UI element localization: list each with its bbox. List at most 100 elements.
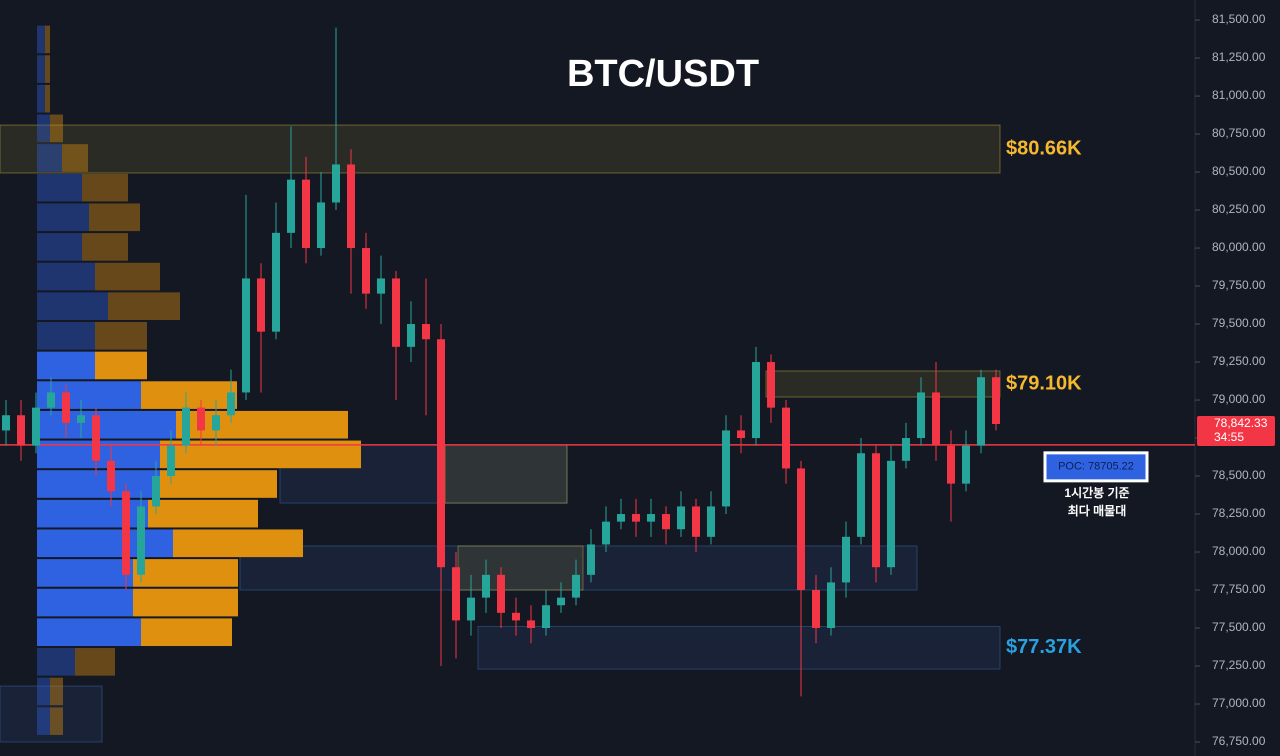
candle [452,552,460,659]
profile-buy [37,262,95,291]
candle [2,400,10,446]
profile-buy [37,233,82,261]
candle-body [917,392,925,439]
candle [887,445,895,575]
candle-body [437,339,445,568]
profile-buy [37,470,160,498]
candle-body [227,392,235,416]
candle [167,430,175,484]
candle-body [107,460,115,492]
profile-sell [62,144,88,172]
annotation: 1시간봉 기준 [1064,485,1129,500]
candle-body [527,620,535,629]
candle [122,483,130,591]
profile-buy [37,173,82,202]
candle [362,232,370,309]
candle [947,430,955,522]
profile-buy [37,84,45,113]
candle [722,415,730,515]
profile-buy [37,292,108,321]
profile-buy [37,677,50,706]
candle-body [707,506,715,537]
candle-body [467,597,475,621]
annotation: 최다 매물대 [1068,503,1127,518]
candle [512,597,520,636]
y-tick-label: 78,250.00 [1212,506,1266,520]
candle [677,491,685,537]
candle [302,156,310,264]
candle-body [167,445,175,477]
y-tick-label: 81,250.00 [1212,50,1266,64]
profile-sell [95,351,147,380]
profile-buy [37,203,89,232]
profile-buy [37,25,45,54]
candle [32,392,40,454]
y-tick-label: 77,250.00 [1212,658,1266,672]
y-tick-label: 80,500.00 [1212,164,1266,178]
zone [457,545,584,591]
candle-body [452,567,460,621]
candle-body [737,430,745,439]
candle [872,445,880,583]
candle-body [197,407,205,431]
profile-sell [50,707,63,735]
candle-body [977,377,985,446]
candle-body [782,407,790,469]
candle-body [2,415,10,431]
candle-body [272,232,280,332]
profile-buy [37,707,50,735]
candle [617,498,625,530]
y-tick-label: 81,500.00 [1212,12,1266,26]
candle-body [767,362,775,408]
y-tick-label: 79,500.00 [1212,316,1266,330]
profile-buy [37,322,95,350]
profile-sell [45,55,50,83]
profile-sell [108,292,180,321]
candle-body [722,430,730,507]
candle [392,270,400,401]
candle [137,491,145,583]
candle-body [647,514,655,522]
candle-body [332,164,340,203]
candle [497,567,505,629]
profile-sell [75,648,115,676]
y-tick-label: 79,000.00 [1212,392,1266,406]
candle-body [812,590,820,629]
candle-body [482,574,490,598]
candle [17,400,25,461]
candle [932,362,940,461]
candle-body [842,536,850,583]
profile-buy [37,588,133,617]
candle [332,27,340,211]
candle [992,369,1000,431]
candle-body [47,392,55,408]
candle-body [587,544,595,575]
candle-body [692,506,700,537]
candle-body [407,324,415,347]
candle [422,278,430,416]
poc-label-box [1043,451,1149,483]
candle [377,255,385,325]
poc-label: POC: 78705.22 [1058,461,1134,473]
profile-sell [89,203,140,232]
candle [92,407,100,477]
candle-body [542,605,550,629]
candle [602,506,610,553]
candle-body [242,278,250,393]
profile-buy [37,529,173,558]
candle [542,590,550,636]
candle-body [497,574,505,613]
candle [797,460,805,697]
candle [347,149,355,294]
candle-body [317,202,325,249]
y-tick-label: 77,000.00 [1212,696,1266,710]
zone-label: $77.37K [1006,636,1082,658]
profile-sell [141,381,237,409]
candle [692,498,700,553]
candle-body [992,377,1000,425]
candle-body [872,453,880,568]
candle [977,369,985,454]
candle [917,377,925,446]
profile-sell [50,114,63,143]
candle-body [122,491,130,575]
